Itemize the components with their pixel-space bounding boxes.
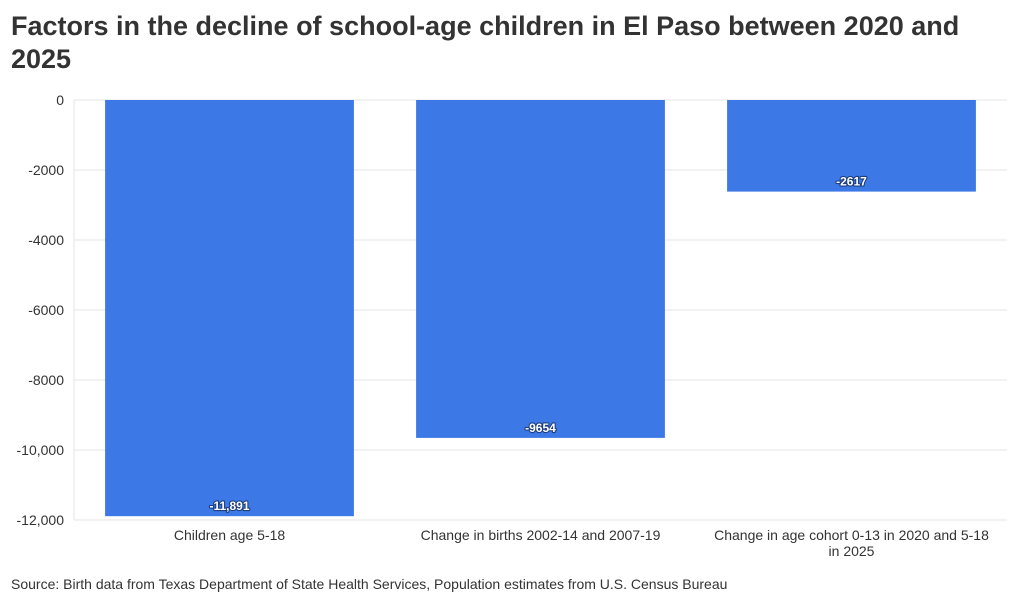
y-tick-label: -12,000	[17, 512, 65, 528]
y-axis-tick-labels: 0 -2000 -4000 -6000 -8000 -10,000 -12,000	[17, 92, 65, 528]
y-tick-label: -6000	[28, 302, 64, 318]
y-tick-label: -4000	[28, 232, 64, 248]
bar	[105, 100, 354, 517]
bar	[727, 100, 976, 192]
data-label: -2617	[836, 175, 867, 189]
bar-layer	[105, 100, 976, 517]
chart-title: Factors in the decline of school-age chi…	[11, 11, 960, 74]
y-tick-label: -2000	[28, 162, 64, 178]
bar	[416, 100, 665, 438]
source-note: Source: Birth data from Texas Department…	[11, 576, 728, 592]
x-tick-label: in 2025	[829, 543, 875, 559]
x-axis-tick-labels: Children age 5-18 Change in births 2002-1…	[174, 527, 989, 559]
y-tick-label: -8000	[28, 372, 64, 388]
data-labels: -11,891 -9654 -2617	[208, 173, 868, 514]
data-label: -11,891	[209, 499, 249, 513]
y-tick-label: 0	[56, 92, 64, 108]
x-tick-label: Children age 5-18	[174, 527, 286, 543]
x-tick-label: Change in births 2002-14 and 2007-19	[421, 527, 661, 543]
y-tick-label: -10,000	[17, 442, 65, 458]
x-tick-label: Change in age cohort 0-13 in 2020 and 5-…	[714, 527, 989, 543]
data-label: -9654	[525, 421, 556, 435]
